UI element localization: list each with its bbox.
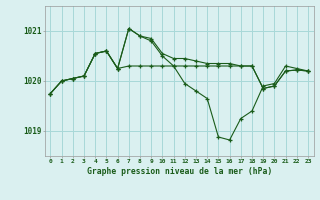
X-axis label: Graphe pression niveau de la mer (hPa): Graphe pression niveau de la mer (hPa) [87, 167, 272, 176]
